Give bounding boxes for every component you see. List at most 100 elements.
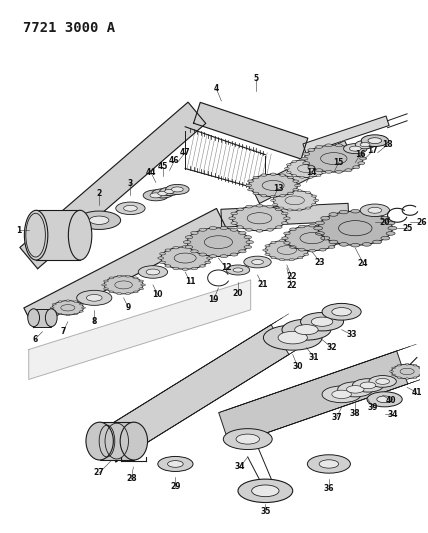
Text: 41: 41 (412, 388, 422, 397)
Ellipse shape (253, 176, 259, 179)
Ellipse shape (138, 266, 168, 278)
Ellipse shape (360, 204, 389, 216)
Ellipse shape (338, 382, 373, 397)
Ellipse shape (405, 364, 409, 365)
Ellipse shape (252, 485, 279, 497)
Ellipse shape (256, 204, 263, 207)
Ellipse shape (77, 211, 121, 229)
Ellipse shape (279, 259, 285, 261)
Ellipse shape (252, 260, 263, 264)
Ellipse shape (285, 167, 289, 169)
Ellipse shape (270, 199, 276, 201)
Ellipse shape (238, 479, 293, 503)
Ellipse shape (328, 228, 335, 231)
Ellipse shape (253, 192, 259, 195)
Ellipse shape (278, 332, 307, 344)
Ellipse shape (288, 176, 293, 179)
Text: 2: 2 (97, 189, 102, 198)
Ellipse shape (344, 143, 367, 154)
Ellipse shape (249, 174, 297, 197)
Ellipse shape (276, 208, 282, 211)
Ellipse shape (285, 225, 340, 251)
Ellipse shape (51, 307, 54, 309)
Ellipse shape (267, 205, 273, 208)
Ellipse shape (315, 232, 324, 235)
Ellipse shape (261, 195, 267, 197)
Ellipse shape (263, 249, 268, 251)
Ellipse shape (306, 249, 311, 251)
Polygon shape (221, 204, 349, 227)
Ellipse shape (322, 303, 361, 320)
Ellipse shape (392, 367, 395, 369)
Ellipse shape (329, 240, 338, 244)
Ellipse shape (279, 239, 285, 241)
Ellipse shape (199, 228, 207, 231)
Text: 27: 27 (94, 469, 104, 478)
Ellipse shape (287, 190, 292, 192)
Ellipse shape (360, 142, 370, 147)
Ellipse shape (336, 171, 342, 173)
Ellipse shape (349, 146, 361, 151)
Ellipse shape (284, 232, 290, 235)
Bar (36, 211, 80, 260)
Ellipse shape (339, 210, 348, 214)
Ellipse shape (282, 222, 288, 224)
Ellipse shape (273, 190, 316, 210)
Text: 34: 34 (235, 463, 245, 472)
Ellipse shape (315, 146, 323, 148)
Ellipse shape (298, 225, 305, 228)
Ellipse shape (141, 284, 146, 286)
Ellipse shape (150, 193, 162, 198)
Ellipse shape (311, 317, 333, 326)
Ellipse shape (322, 386, 361, 403)
Ellipse shape (309, 224, 315, 227)
Ellipse shape (358, 161, 365, 165)
Text: 3: 3 (128, 179, 133, 188)
Ellipse shape (77, 290, 112, 305)
Ellipse shape (166, 184, 189, 195)
Ellipse shape (309, 176, 313, 178)
Ellipse shape (289, 239, 294, 241)
Text: 1: 1 (16, 225, 21, 235)
Ellipse shape (244, 246, 252, 248)
Ellipse shape (165, 249, 171, 252)
Ellipse shape (263, 325, 322, 350)
Polygon shape (193, 102, 308, 159)
Ellipse shape (368, 207, 382, 213)
Ellipse shape (355, 141, 375, 149)
Text: 26: 26 (416, 218, 427, 227)
Ellipse shape (160, 253, 166, 255)
Ellipse shape (413, 365, 417, 366)
Ellipse shape (53, 311, 56, 312)
Ellipse shape (143, 190, 169, 201)
Text: 21: 21 (257, 280, 268, 289)
Text: 8: 8 (92, 317, 97, 326)
Ellipse shape (306, 207, 311, 209)
Ellipse shape (288, 192, 293, 195)
Ellipse shape (28, 309, 39, 327)
Ellipse shape (376, 378, 389, 384)
Ellipse shape (104, 276, 143, 294)
Ellipse shape (386, 221, 395, 225)
Ellipse shape (160, 187, 179, 196)
Ellipse shape (345, 169, 352, 172)
Ellipse shape (273, 195, 278, 197)
Text: 15: 15 (333, 158, 344, 167)
Ellipse shape (134, 277, 138, 279)
Ellipse shape (191, 250, 198, 253)
Ellipse shape (116, 202, 145, 215)
Text: 33: 33 (346, 330, 357, 339)
Text: 24: 24 (358, 259, 369, 268)
Ellipse shape (319, 225, 326, 228)
Ellipse shape (89, 216, 109, 224)
Ellipse shape (286, 172, 291, 173)
Ellipse shape (230, 253, 238, 256)
Ellipse shape (125, 293, 130, 295)
Ellipse shape (134, 291, 138, 293)
Ellipse shape (139, 288, 143, 290)
Ellipse shape (314, 199, 319, 201)
Ellipse shape (324, 167, 328, 169)
Ellipse shape (292, 160, 297, 163)
Ellipse shape (373, 213, 382, 216)
Ellipse shape (185, 246, 193, 248)
